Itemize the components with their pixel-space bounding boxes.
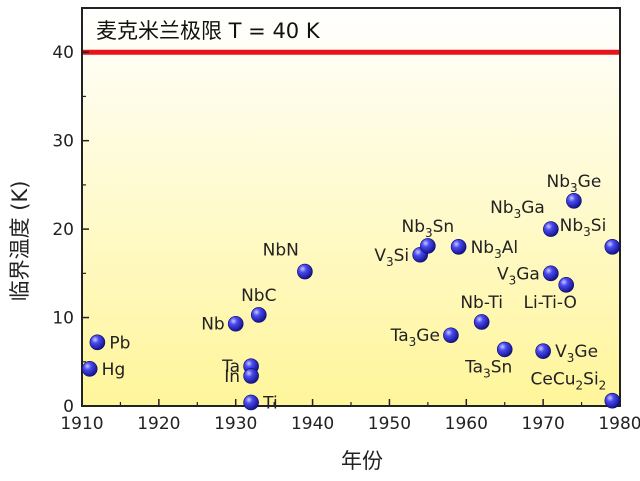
data-point-label: Pb: [109, 333, 130, 353]
data-point-label: Nb: [201, 315, 225, 335]
y-axis-title: 临界温度 (K): [8, 181, 32, 302]
data-point-label: NbN: [263, 241, 299, 261]
data-point: [243, 394, 259, 411]
x-tick-label: 1970: [522, 414, 565, 434]
y-tick-label: 30: [52, 132, 74, 152]
x-tick-label: 1920: [137, 414, 180, 434]
data-point: [558, 277, 575, 293]
data-point: [450, 239, 467, 255]
data-point: [604, 392, 621, 409]
data-point: [250, 307, 267, 323]
x-tick-label: 1940: [291, 414, 334, 434]
data-point: [473, 314, 490, 330]
data-point: [566, 193, 582, 209]
data-point-label: Nb3Ge: [546, 172, 601, 195]
data-point: [604, 239, 621, 255]
data-point-label: Ta3Ge: [390, 326, 440, 349]
y-tick-label: 0: [63, 397, 74, 417]
data-point-label: In: [224, 367, 240, 387]
data-point-label: Ta: [221, 357, 240, 377]
data-point: [543, 221, 559, 237]
data-point-label: Hg: [102, 360, 126, 380]
x-axis-title: 年份: [341, 449, 383, 473]
data-point: [227, 315, 244, 332]
data-point: [89, 334, 106, 351]
x-tick-label: 1980: [598, 414, 640, 434]
data-point-label: NbC: [241, 286, 276, 306]
data-point: [543, 265, 559, 282]
data-point: [297, 263, 313, 280]
x-tick-label: 1950: [368, 414, 411, 434]
data-point-label: Nb3Al: [471, 238, 519, 261]
data-point-label: V3Ge: [555, 342, 598, 365]
data-point-label: Li-Ti-O: [524, 293, 577, 313]
data-point: [243, 368, 259, 384]
limit-line-label: 麦克米兰极限 T = 40 K: [96, 19, 321, 43]
data-point-label: Ta3Sn: [464, 357, 512, 380]
x-tick-label: 1930: [214, 414, 257, 434]
plot-background: [82, 8, 620, 406]
data-point-label: Ti: [262, 393, 278, 413]
data-point: [496, 341, 513, 358]
data-point: [81, 361, 98, 377]
data-point: [443, 327, 459, 344]
y-tick-label: 20: [52, 220, 74, 240]
data-point-label: Nb3Si: [560, 216, 607, 239]
x-tick-label: 1960: [445, 414, 488, 434]
data-point: [535, 343, 551, 359]
y-tick-label: 10: [52, 309, 74, 329]
data-point: [420, 238, 436, 254]
data-point-label: V3Si: [374, 246, 409, 269]
y-tick-label: 40: [52, 43, 74, 63]
data-point-label: V3Ga: [497, 264, 540, 287]
data-point-label: Nb-Ti: [460, 293, 503, 313]
data-point-label: CeCu2Si2: [531, 370, 607, 393]
x-tick-label: 1910: [60, 414, 103, 434]
data-point-label: Nb3Sn: [401, 217, 454, 240]
data-point-label: Nb3Ga: [490, 198, 545, 221]
